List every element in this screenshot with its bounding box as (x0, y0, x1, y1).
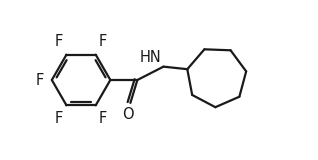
Text: F: F (99, 111, 107, 126)
Text: F: F (55, 34, 63, 49)
Text: F: F (36, 72, 44, 88)
Text: HN: HN (140, 50, 162, 65)
Text: O: O (122, 107, 134, 122)
Text: F: F (55, 111, 63, 126)
Text: F: F (99, 34, 107, 49)
